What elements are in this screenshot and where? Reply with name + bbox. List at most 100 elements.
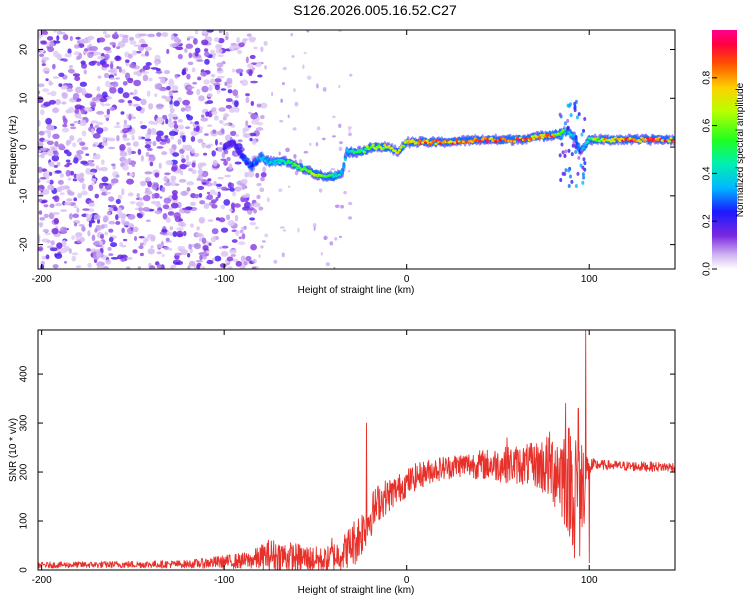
- spectrogram-noise-blob: [81, 183, 86, 190]
- spectrogram-noise-blob: [58, 72, 65, 77]
- spectrogram-ridge-cell: [558, 112, 562, 117]
- spectrogram-ridge-cell: [563, 121, 567, 126]
- spectrogram-noise-blob: [61, 127, 70, 133]
- spectrogram-noise-blob: [176, 230, 184, 238]
- spectrogram-noise-blob: [52, 133, 60, 140]
- spectrogram-noise-blob: [236, 36, 240, 44]
- spectrogram-noise-blob: [43, 130, 52, 134]
- colorbar-tick-label: 0.6: [702, 118, 713, 132]
- spectrogram-noise-blob: [102, 136, 107, 142]
- spectrogram-noise-blob: [184, 126, 191, 130]
- spectrogram-noise-blob: [38, 188, 44, 192]
- spectrogram-noise-blob: [210, 73, 216, 78]
- spectrogram-noise-blob: [196, 262, 202, 267]
- spectrogram-noise-blob: [222, 123, 230, 126]
- spectrogram-noise-blob: [115, 214, 119, 221]
- spectrogram-noise-blob: [58, 83, 63, 87]
- spectrogram-noise-blob: [237, 139, 243, 143]
- spectrogram-noise-blob: [243, 261, 248, 266]
- spectrogram-noise-blob: [150, 245, 154, 248]
- spectrogram-noise-blob: [253, 46, 258, 50]
- spectrogram-noise-blob: [147, 248, 155, 255]
- spectrogram-noise-blob: [237, 49, 243, 55]
- spectrogram-noise-blob: [147, 33, 156, 38]
- spectrogram-noise-blob: [213, 192, 219, 196]
- spectrogram-ridge-cell: [532, 137, 536, 141]
- spectrogram-noise-blob: [127, 192, 134, 197]
- spectrogram-noise-blob: [42, 88, 50, 93]
- spectrogram-noise-blob: [81, 190, 88, 196]
- snr-frame: [37, 329, 676, 571]
- spectrogram-ridge-cell: [563, 153, 567, 158]
- spectrogram-ridge-cell: [406, 141, 410, 145]
- spectrogram-noise-blob: [168, 113, 173, 118]
- spectrogram-noise-blob: [251, 138, 257, 145]
- spectrogram-noise-blob: [156, 116, 164, 124]
- spectrogram-noise-blob: [150, 200, 159, 205]
- snr-ytick-label: 0: [19, 567, 30, 573]
- spectrogram-ridge-cell: [434, 142, 438, 146]
- spectrogram-noise-blob: [42, 228, 50, 233]
- spectrogram-ridge-cell: [581, 172, 585, 177]
- spectrogram-noise-blob: [252, 258, 257, 264]
- spectrogram-noise-blob: [211, 110, 218, 115]
- spectrogram-noise-blob: [91, 177, 97, 182]
- spectrogram-noise-blob: [290, 32, 294, 37]
- snr-ytick-label: 300: [19, 414, 30, 431]
- snr-ytick-label: 100: [19, 512, 30, 529]
- spectrogram-noise-blob: [61, 240, 67, 248]
- spectrogram-noise-blob: [45, 78, 49, 82]
- spectrogram-noise-blob: [271, 91, 274, 97]
- snr-ytick-label: 200: [19, 463, 30, 480]
- spectrogram-noise-blob: [39, 53, 45, 58]
- spectrogram-noise-blob: [38, 120, 41, 127]
- spectrogram-noise-blob: [53, 164, 59, 168]
- spectrogram-ridge-cell: [560, 142, 564, 147]
- spectrogram-noise-blob: [229, 208, 233, 212]
- spectrogram-ylabel: Frequency (Hz): [8, 116, 19, 185]
- spectrogram-noise-blob: [110, 242, 118, 248]
- spectrogram-noise-blob: [54, 141, 59, 148]
- spectrogram-noise-blob: [194, 195, 199, 199]
- spectrogram-ridge-cell: [483, 137, 488, 140]
- spectrogram-ridge-cell: [238, 151, 242, 155]
- spectrogram-noise-blob: [281, 252, 285, 258]
- spectrogram-ridge-cell: [583, 167, 587, 172]
- spectrogram-noise-blob: [106, 108, 111, 116]
- spectrogram-ridge-cell: [612, 139, 616, 143]
- spectrogram-noise-blob: [191, 162, 196, 168]
- spectrogram-noise-blob: [118, 66, 122, 73]
- colorbar-tick-label: 0.8: [702, 70, 713, 84]
- spectrogram-noise-blob: [159, 196, 163, 199]
- spectrogram-noise-blob: [222, 60, 226, 65]
- spectrogram-noise-blob: [116, 135, 120, 142]
- spectrogram-noise-blob: [101, 142, 109, 147]
- spectrogram-noise-blob: [316, 126, 321, 131]
- spectrogram-noise-blob: [174, 131, 179, 136]
- spectrogram-noise-blob: [249, 54, 256, 60]
- spectrogram-noise-blob: [258, 254, 261, 258]
- spectrogram-noise-blob: [102, 31, 107, 35]
- spectrogram-noise-blob: [54, 170, 62, 174]
- spectrogram-noise-blob: [168, 90, 173, 97]
- spectrogram-ridge-cell: [342, 165, 346, 168]
- spectrogram-noise-blob: [38, 141, 44, 148]
- spectrogram-noise-blob: [291, 55, 295, 58]
- spectrogram-noise-blob: [148, 103, 154, 110]
- spectrogram-ridge-cell: [582, 128, 586, 133]
- spectrogram-ridge-cell: [610, 137, 615, 141]
- spectrogram-noise-blob: [243, 225, 247, 230]
- spectrogram-noise-blob: [192, 38, 198, 45]
- spectrogram-noise-blob: [168, 247, 173, 251]
- spectrogram-noise-blob: [172, 265, 177, 268]
- spectrogram-noise-blob: [84, 48, 89, 52]
- spectrogram-noise-blob: [150, 128, 157, 133]
- spectrogram-noise-blob: [347, 216, 353, 220]
- spectrogram-noise-blob: [91, 234, 96, 242]
- spectrogram-noise-blob: [165, 118, 169, 125]
- spectrogram-noise-blob: [94, 193, 99, 199]
- spectrogram-noise-blob: [131, 134, 135, 141]
- spectrogram-noise-blob: [96, 127, 104, 134]
- spectrogram-noise-blob: [172, 42, 180, 47]
